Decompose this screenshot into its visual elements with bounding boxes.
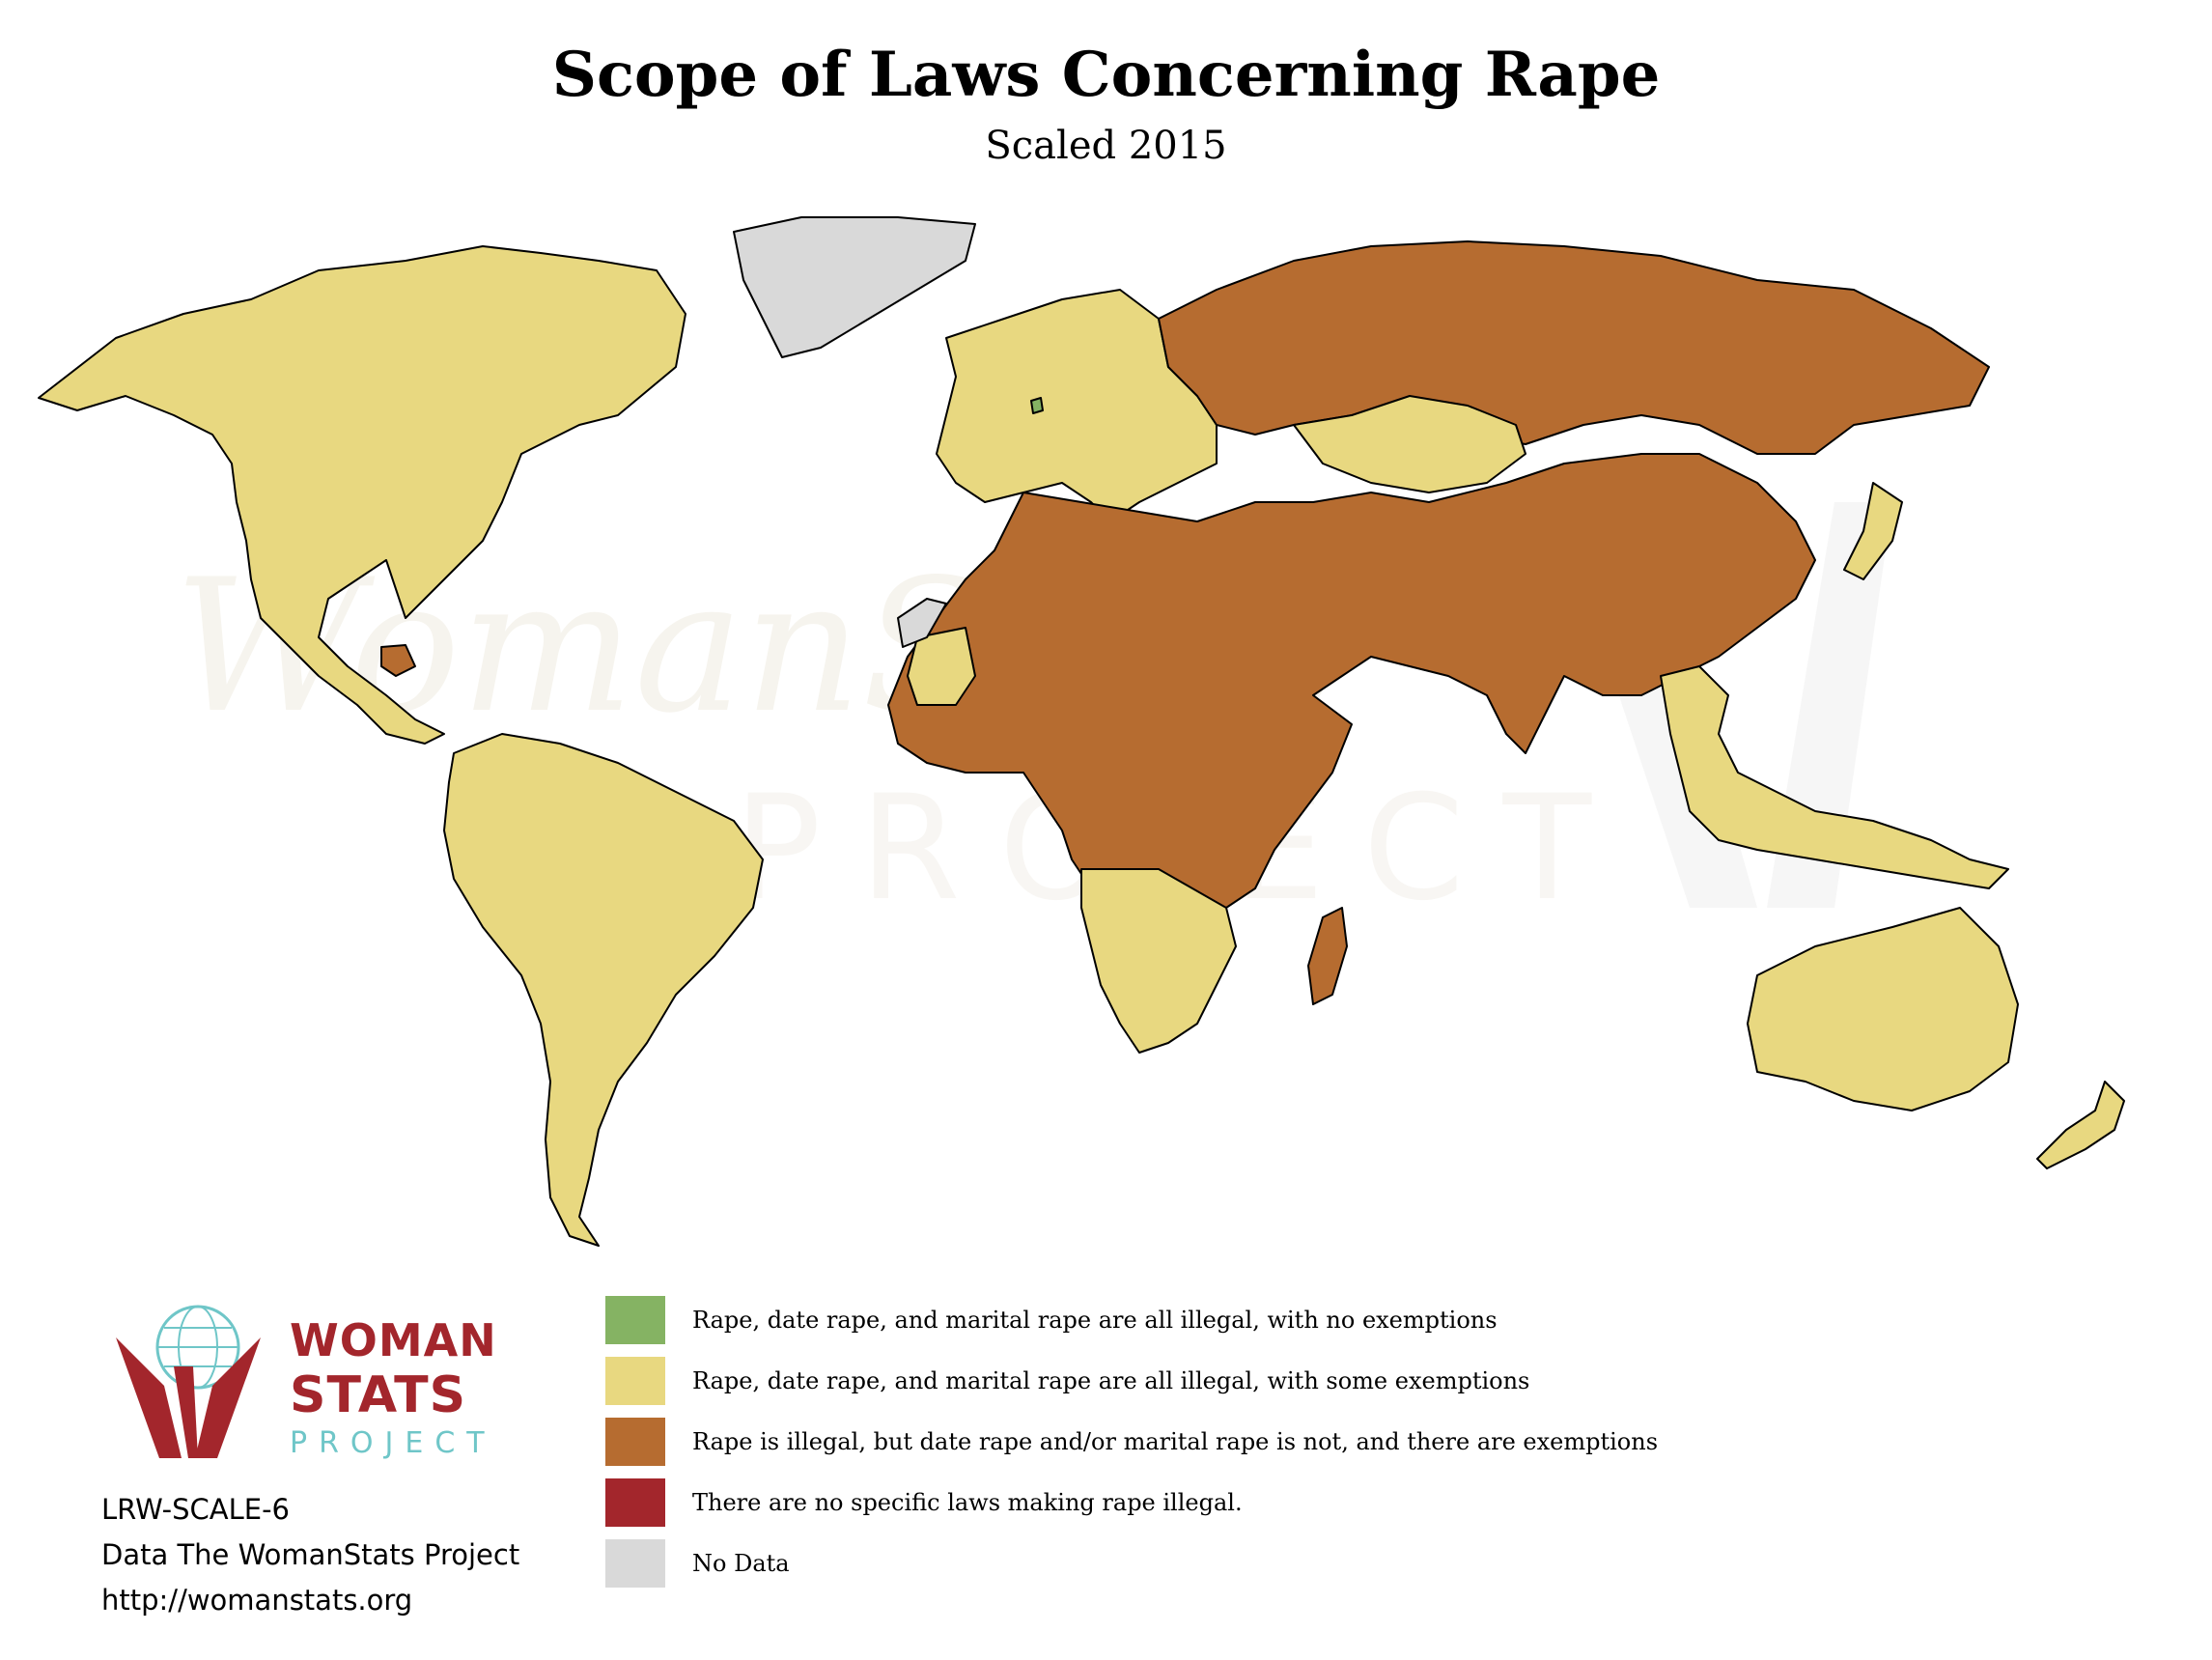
region-kazakhstan [1293,395,1526,493]
legend-item: There are no specific laws making rape i… [605,1472,1658,1533]
region-madagascar [1307,907,1348,1005]
legend-label: No Data [692,1549,790,1577]
legend-item: Rape, date rape, and marital rape are al… [605,1289,1658,1350]
region-greenland [733,216,976,358]
logo-word-woman: WOMAN [290,1314,497,1366]
region-asia-middle-east-africa [887,453,1816,947]
logo-mark-icon [116,1305,261,1458]
legend-swatch [605,1417,665,1466]
legend-label: Rape, date rape, and marital rape are al… [692,1306,1498,1334]
legend-item: No Data [605,1533,1658,1593]
legend-swatch [605,1356,665,1405]
region-new-zealand [2036,1081,2125,1169]
legend-label: Rape is illegal, but date rape and/or ma… [692,1427,1659,1455]
legend-swatch [605,1477,665,1527]
credit-url[interactable]: http://womanstats.org [101,1584,413,1617]
legend: Rape, date rape, and marital rape are al… [605,1289,1658,1593]
map-title: Scope of Laws Concerning Rape [551,39,1661,111]
map-subtitle: Scaled 2015 [985,124,1227,168]
region-netherlands [1030,397,1044,414]
region-central-america-guatemala [380,644,416,677]
logo-word-stats: STATS [290,1366,467,1424]
credits: LRW-SCALE-6 Data The WomanStats Project … [101,1487,519,1623]
womanstats-logo: WOMAN STATS PROJECT [106,1299,512,1473]
region-southern-africa [1080,868,1237,1054]
region-australia [1747,907,2019,1111]
region-russia-eastern-europe [1158,240,1990,455]
legend-item: Rape, date rape, and marital rape are al… [605,1350,1658,1411]
legend-label: There are no specific laws making rape i… [692,1488,1243,1516]
legend-label: Rape, date rape, and marital rape are al… [692,1366,1530,1394]
region-europe [936,289,1218,522]
credit-code: LRW-SCALE-6 [101,1493,290,1526]
region-southeast-asia-islands [1660,665,2009,889]
region-japan [1843,482,1903,580]
region-south-america [443,733,764,1247]
region-mauritania [907,627,976,706]
logo-word-project: PROJECT [290,1426,496,1460]
region-north-america [38,245,686,745]
credit-source: Data The WomanStats Project [101,1538,520,1571]
legend-swatch [605,1295,665,1344]
legend-item: Rape is illegal, but date rape and/or ma… [605,1411,1658,1472]
region-western-sahara [897,598,947,648]
legend-swatch [605,1538,665,1588]
world-map: WomanStats PROJECT [38,216,2125,1247]
